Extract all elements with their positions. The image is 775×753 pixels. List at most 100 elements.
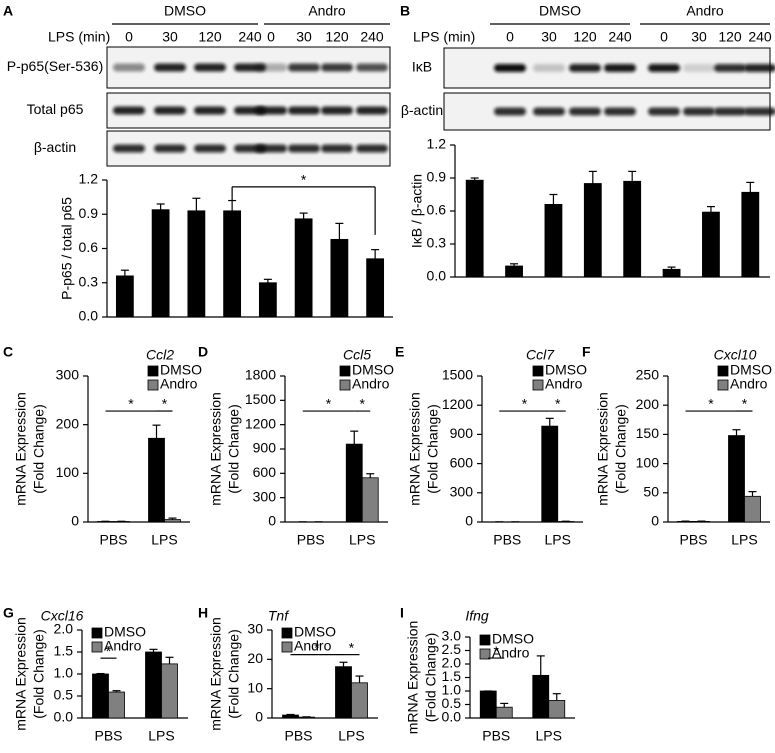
significance: * bbox=[494, 643, 500, 659]
lane-label: 0 bbox=[506, 29, 514, 45]
y-tick-label: 600 bbox=[450, 454, 474, 470]
significance: * bbox=[128, 396, 134, 412]
blot-band bbox=[154, 63, 186, 72]
bar bbox=[164, 519, 181, 523]
bar bbox=[258, 282, 277, 318]
lps-label: LPS (min) bbox=[48, 29, 110, 45]
significance: * bbox=[360, 396, 366, 412]
y-tick-label: 900 bbox=[450, 425, 474, 441]
x-tick-label: LPS bbox=[151, 532, 177, 548]
y-tick-label: 0.5 bbox=[442, 695, 462, 711]
legend-label: DMSO bbox=[492, 631, 534, 647]
bar bbox=[728, 435, 745, 523]
y-tick-label: 900 bbox=[253, 440, 277, 456]
legend-swatch bbox=[147, 379, 159, 391]
legend-swatch bbox=[717, 365, 729, 377]
y-tick-label: 1.2 bbox=[79, 171, 99, 187]
y-axis-label: P-p65 / total p65 bbox=[59, 197, 75, 300]
blot-band bbox=[683, 64, 715, 72]
lane-label: 0 bbox=[267, 29, 275, 45]
blot-band bbox=[494, 64, 526, 72]
legend-swatch bbox=[281, 627, 293, 639]
panel-letter: H bbox=[198, 605, 208, 621]
row-label: Total p65 bbox=[27, 101, 84, 117]
y-axis-label: mRNA Expression bbox=[13, 392, 29, 506]
bar bbox=[532, 674, 550, 719]
significance: * bbox=[522, 396, 528, 412]
y-tick-label: 2.0 bbox=[54, 621, 74, 637]
y-tick-label: 0.0 bbox=[427, 268, 447, 284]
x-tick-label: LPS bbox=[536, 728, 562, 744]
y-tick-label: 0 bbox=[255, 709, 263, 725]
blot-band bbox=[648, 64, 680, 72]
significance: * bbox=[349, 639, 355, 655]
y-tick-label: 100 bbox=[636, 454, 660, 470]
blot-band bbox=[113, 106, 145, 115]
bar bbox=[361, 477, 379, 523]
x-tick-label: LPS bbox=[148, 728, 174, 744]
y-tick-label: 0.6 bbox=[79, 239, 99, 255]
blot-band bbox=[288, 144, 320, 153]
y-tick-label: 1500 bbox=[442, 367, 473, 383]
legend-swatch bbox=[339, 365, 351, 377]
bar bbox=[148, 437, 165, 523]
y-axis-label: (Fold Change) bbox=[423, 633, 439, 723]
legend-label: DMSO bbox=[294, 624, 336, 640]
y-axis-label: IκB / β-actin bbox=[409, 174, 425, 248]
legend-swatch bbox=[147, 365, 159, 377]
y-axis-label: (Fold Change) bbox=[31, 404, 47, 494]
blot-band bbox=[714, 107, 746, 116]
y-tick-label: 0.9 bbox=[427, 169, 447, 185]
x-tick-label: LPS bbox=[545, 532, 571, 548]
bar bbox=[623, 180, 642, 278]
y-tick-label: 1200 bbox=[442, 396, 473, 412]
y-tick-label: 1.5 bbox=[54, 643, 74, 659]
bar bbox=[479, 690, 497, 719]
bar bbox=[495, 706, 513, 719]
y-axis-label: (Fold Change) bbox=[226, 629, 242, 719]
blot-band bbox=[154, 106, 186, 115]
blot-band bbox=[494, 107, 526, 116]
chart-title: Ifng bbox=[465, 608, 489, 624]
y-tick-label: 0.5 bbox=[54, 687, 74, 703]
blot-band bbox=[113, 63, 145, 72]
bar bbox=[583, 183, 602, 278]
y-tick-label: 0.9 bbox=[79, 205, 99, 221]
bar bbox=[223, 210, 242, 318]
blot-band bbox=[356, 144, 388, 153]
significance: * bbox=[326, 396, 332, 412]
blot-band bbox=[288, 63, 320, 72]
legend-label: Andro bbox=[104, 638, 142, 654]
significance: * bbox=[301, 172, 307, 188]
x-tick-label: PBS bbox=[297, 532, 325, 548]
lane-label: 120 bbox=[573, 29, 597, 45]
group-label: DMSO bbox=[539, 3, 581, 19]
legend-label: DMSO bbox=[352, 362, 394, 378]
bar bbox=[465, 179, 484, 278]
blot-band bbox=[288, 106, 320, 115]
y-axis-label: mRNA Expression bbox=[405, 621, 421, 735]
legend-swatch bbox=[91, 627, 103, 639]
significance: * bbox=[162, 396, 168, 412]
significance: * bbox=[314, 639, 320, 655]
bar bbox=[351, 682, 368, 719]
y-axis-label: (Fold Change) bbox=[226, 404, 242, 494]
y-tick-label: 250 bbox=[636, 367, 660, 383]
x-tick-label: LPS bbox=[731, 532, 757, 548]
bar bbox=[541, 425, 559, 523]
legend-label: Andro bbox=[352, 376, 390, 392]
y-tick-label: 1.2 bbox=[427, 136, 447, 152]
blot-band bbox=[714, 64, 746, 72]
lane-label: 30 bbox=[541, 29, 557, 45]
blot-band bbox=[648, 107, 680, 116]
panel-letter: B bbox=[400, 3, 410, 19]
blot-band bbox=[321, 144, 353, 153]
y-tick-label: 50 bbox=[643, 484, 659, 500]
bar bbox=[92, 673, 109, 719]
legend-label: Andro bbox=[160, 376, 198, 392]
bar bbox=[282, 714, 299, 719]
group-label: DMSO bbox=[164, 3, 206, 19]
y-tick-label: 200 bbox=[636, 396, 660, 412]
y-tick-label: 30 bbox=[247, 621, 263, 637]
